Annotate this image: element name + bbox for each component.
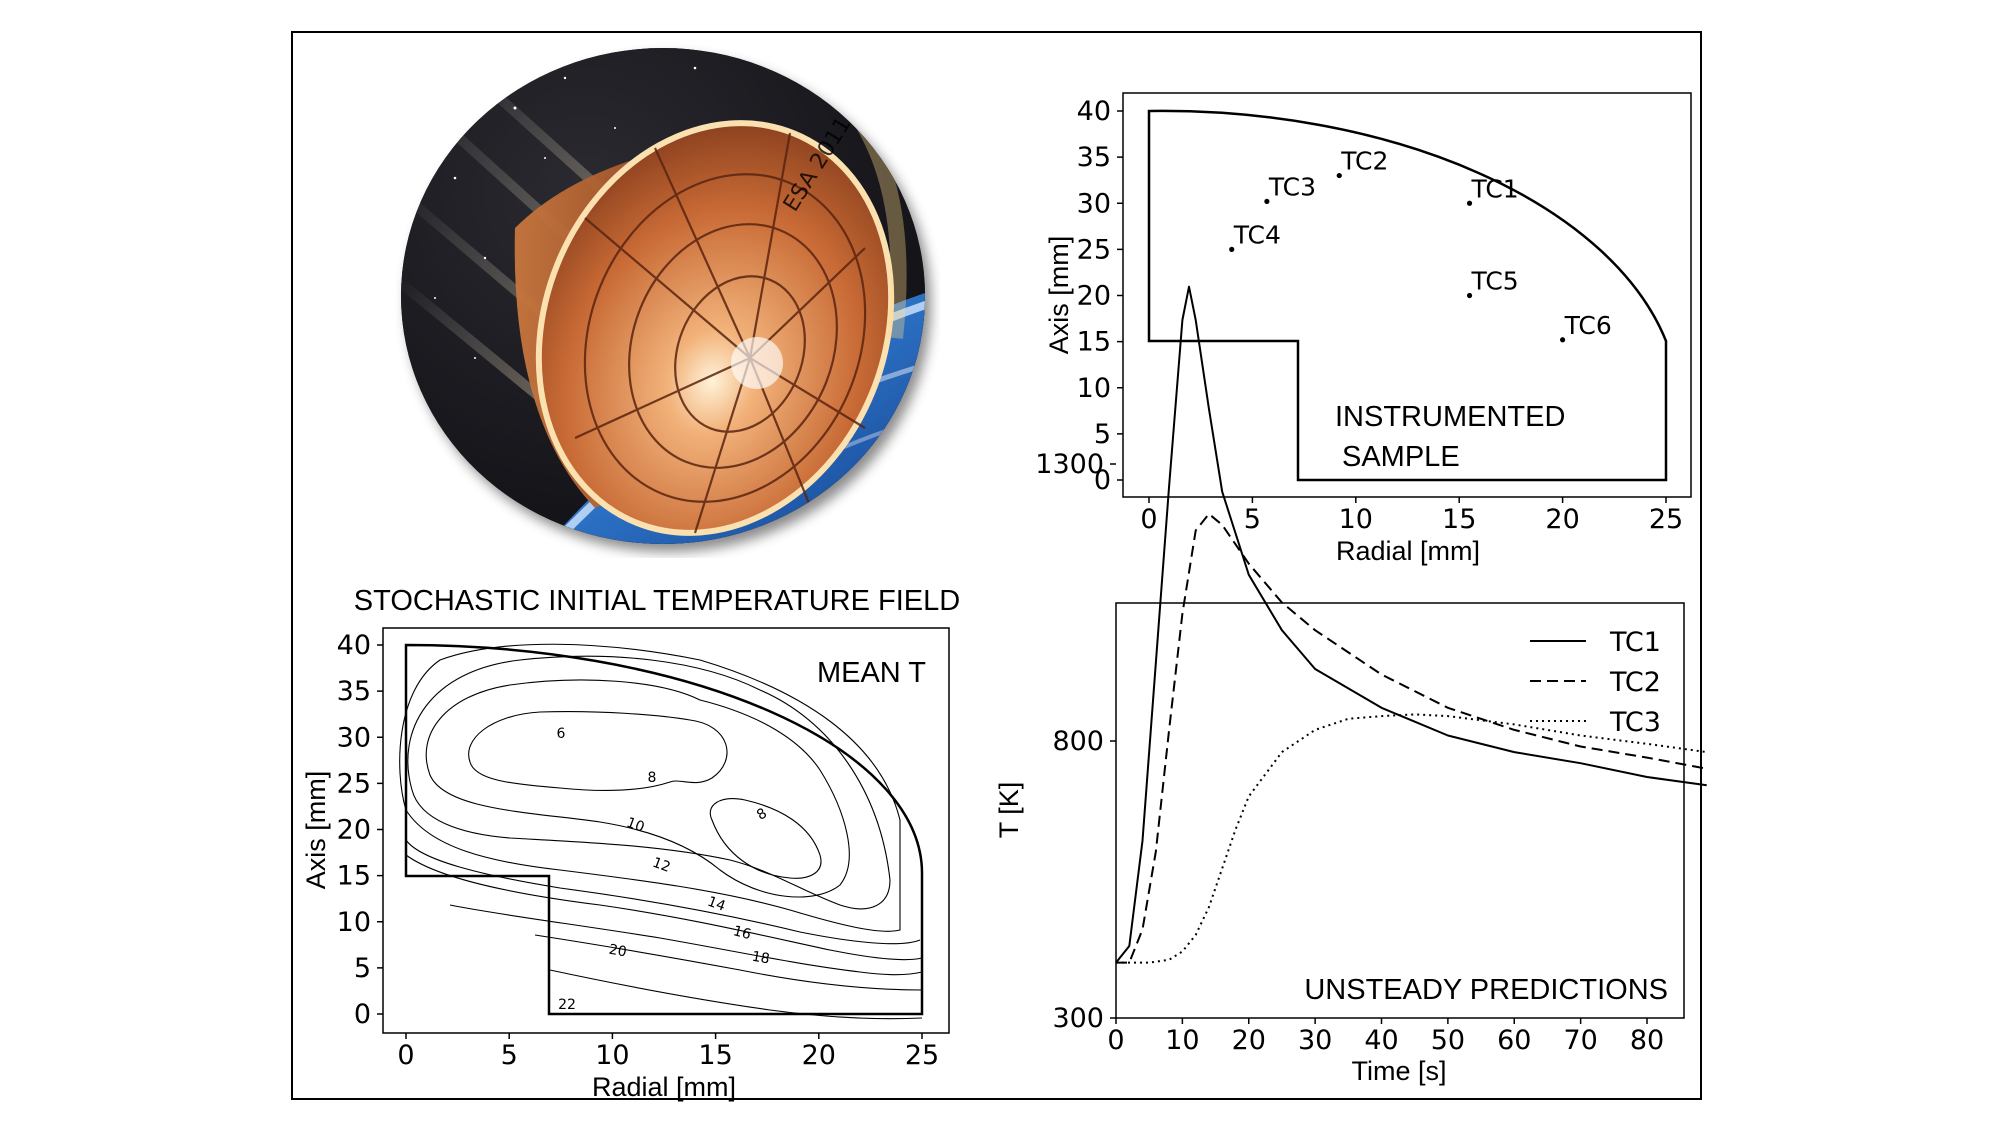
contour-label: 6 (557, 726, 566, 742)
y-tick-label: 20 (337, 815, 371, 846)
series-line-tc2 (1116, 512, 1707, 964)
series-line-tc3 (1116, 713, 1707, 964)
y-axis-label: Axis [mm] (1044, 236, 1074, 355)
y-tick-label: 25 (337, 768, 371, 799)
x-axis: 0 5 10 15 20 25 (1140, 497, 1683, 535)
y-axis: 300 800 1300 (1035, 449, 1116, 1034)
contour-label: 16 (731, 923, 752, 943)
x-tick-label: 20 (1232, 1025, 1266, 1056)
legend-label-tc1: TC1 (1609, 627, 1661, 658)
annotation-unsteady-predictions: UNSTEADY PREDICTIONS (1304, 974, 1668, 1006)
x-axis-label: Radial [mm] (1336, 536, 1480, 566)
x-tick-label: 30 (1298, 1025, 1332, 1056)
y-axis-label: Axis [mm] (301, 771, 331, 890)
annotation-mean-t: MEAN T (817, 657, 926, 689)
contour-label: 22 (558, 997, 576, 1013)
x-tick-label: 10 (1165, 1025, 1199, 1056)
x-axis: 0 10 20 30 40 50 60 70 80 (1107, 1018, 1664, 1056)
x-tick-label: 0 (1107, 1025, 1124, 1056)
contour-label: 8 (648, 770, 657, 786)
thermocouple-label-tc4: TC4 (1233, 220, 1281, 249)
thermocouple-marker-tc2 (1336, 172, 1342, 179)
y-axis-label: T [K] (994, 782, 1024, 839)
legend-label-tc2: TC2 (1609, 667, 1661, 698)
x-tick-label: 0 (397, 1040, 414, 1071)
x-tick-label: 0 (1140, 504, 1157, 535)
y-tick-label: 5 (1094, 419, 1111, 450)
y-axis: 0 5 10 15 20 25 30 35 40 (337, 630, 383, 1030)
sample-outline (404, 643, 924, 1016)
y-tick-label: 0 (354, 999, 371, 1030)
sample-outline (1147, 109, 1668, 482)
x-tick-label: 5 (501, 1040, 518, 1071)
y-tick-label: 40 (1077, 96, 1111, 127)
contour-label: 20 (608, 942, 628, 961)
y-tick-label: 20 (1077, 281, 1111, 312)
y-tick-label: 25 (1077, 234, 1111, 265)
x-tick-label: 70 (1563, 1025, 1597, 1056)
x-tick-label: 50 (1431, 1025, 1465, 1056)
thermocouple-label-tc2: TC2 (1340, 147, 1388, 176)
y-tick-label: 0 (1094, 465, 1111, 496)
contour-label: 18 (751, 949, 771, 968)
y-tick-label: 40 (337, 630, 371, 661)
y-tick-label: 15 (1077, 327, 1111, 358)
y-tick-label: 10 (1077, 373, 1111, 404)
x-tick-label: 40 (1364, 1025, 1398, 1056)
y-axis: 0 5 10 15 20 25 30 35 40 (1077, 96, 1123, 496)
y-tick-label: 30 (1077, 188, 1111, 219)
legend: TC1 TC2 TC3 (1530, 627, 1661, 738)
x-tick-label: 10 (595, 1040, 629, 1071)
plot-frame (382, 627, 950, 1034)
x-tick-label: 25 (1649, 504, 1683, 535)
y-tick-label: 35 (1077, 142, 1111, 173)
x-tick-label: 10 (1339, 504, 1373, 535)
x-axis-label: Radial [mm] (592, 1072, 736, 1102)
x-tick-label: 20 (1545, 504, 1579, 535)
field-title: STOCHASTIC INITIAL TEMPERATURE FIELD (354, 585, 960, 617)
plot-frame (1115, 602, 1685, 1019)
y-tick-label: 35 (337, 676, 371, 707)
series-lines (1115, 285, 1707, 964)
thermocouple-marker-tc3 (1264, 198, 1270, 205)
contour-label: 10 (624, 815, 646, 836)
annotation-instrumented: INSTRUMENTED (1335, 401, 1565, 433)
y-tick-label: 800 (1052, 726, 1104, 757)
x-tick-label: 25 (905, 1040, 939, 1071)
thermocouple-marker-tc1 (1466, 200, 1473, 206)
thermocouple-label-tc6: TC6 (1564, 311, 1612, 340)
contour-lines (399, 643, 923, 1020)
y-tick-label: 5 (354, 953, 371, 984)
thermocouple-markers: TC1 TC2 TC3 TC4 TC5 TC6 (1229, 147, 1612, 343)
x-tick-label: 5 (1244, 504, 1261, 535)
capsule-reentry-illustration: ESA 2011 (401, 48, 925, 544)
y-tick-label: 1300 (1035, 449, 1104, 480)
x-tick-label: 80 (1630, 1025, 1664, 1056)
thermocouple-label-tc1: TC1 (1471, 174, 1519, 203)
thermocouple-label-tc5: TC5 (1471, 267, 1519, 296)
thermocouple-marker-tc6 (1560, 337, 1566, 343)
y-tick-label: 15 (337, 861, 371, 892)
thermocouple-marker-tc5 (1466, 292, 1473, 299)
x-tick-label: 20 (802, 1040, 836, 1071)
x-axis-label: Time [s] (1351, 1056, 1446, 1086)
thermocouple-label-tc3: TC3 (1268, 172, 1316, 201)
legend-label-tc3: TC3 (1609, 707, 1661, 738)
x-tick-label: 60 (1497, 1025, 1531, 1056)
y-tick-label: 30 (337, 722, 371, 753)
annotation-sample: SAMPLE (1342, 441, 1460, 473)
y-tick-label: 300 (1052, 1003, 1104, 1034)
x-tick-label: 15 (1442, 504, 1476, 535)
contour-label: 14 (705, 894, 727, 915)
thermocouple-marker-tc4 (1229, 246, 1235, 252)
series-line-tc1 (1115, 285, 1707, 964)
contour-label: 12 (650, 855, 672, 876)
x-tick-label: 15 (698, 1040, 732, 1071)
y-tick-label: 10 (337, 907, 371, 938)
x-axis: 0 5 10 15 20 25 (397, 1033, 939, 1071)
